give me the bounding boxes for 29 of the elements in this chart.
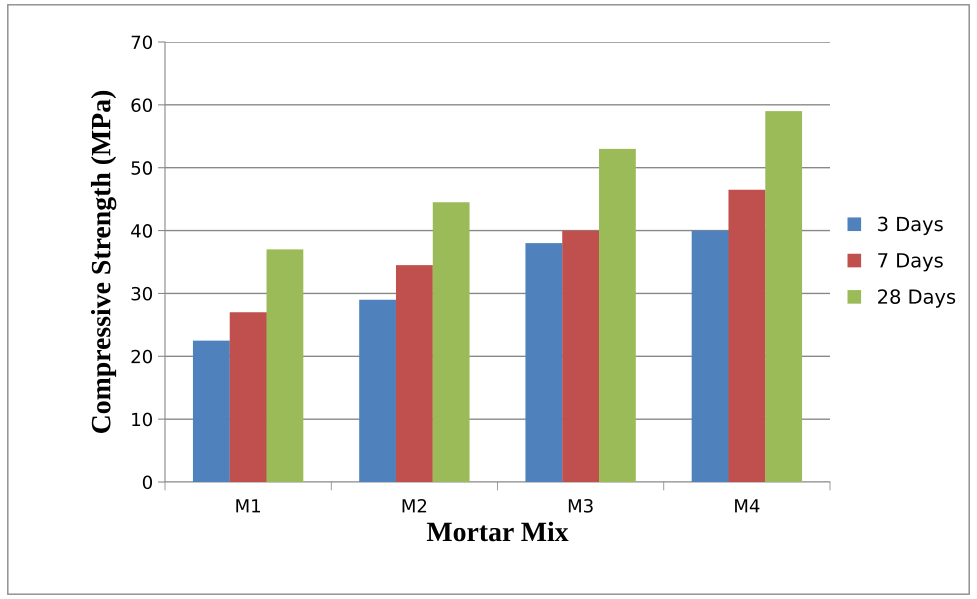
bar: [728, 190, 766, 482]
y-tick-label: 60: [131, 98, 152, 112]
y-tick-label: 30: [132, 286, 152, 301]
legend-label: 7 Days: [878, 253, 943, 272]
y-axis-title: Compressive Strength (MPa): [90, 90, 116, 433]
bar: [692, 230, 728, 482]
legend-label: 28 Days: [878, 289, 956, 308]
bar: [266, 249, 304, 482]
bar: [765, 111, 802, 482]
y-tick-label: 70: [132, 35, 152, 50]
y-tick-label: 0: [142, 475, 152, 490]
x-tick-label: M4: [735, 499, 760, 512]
bar: [525, 243, 562, 482]
x-tick-label: M3: [568, 498, 593, 513]
legend-label: 3 Days: [878, 216, 943, 236]
x-axis-title: Mortar Mix: [426, 522, 568, 542]
y-tick-label: 50: [132, 161, 152, 175]
bar: [599, 148, 636, 482]
bar: [192, 340, 230, 482]
bar: [230, 312, 267, 482]
bar: [562, 230, 600, 482]
y-tick-label: 40: [131, 224, 152, 238]
bar: [359, 300, 396, 482]
bar: [432, 202, 470, 482]
x-tick-label: M2: [402, 498, 426, 512]
x-tick-label: M1: [236, 499, 260, 512]
bar: [396, 265, 433, 482]
y-tick-label: 20: [132, 350, 152, 364]
y-tick-label: 10: [132, 412, 152, 426]
